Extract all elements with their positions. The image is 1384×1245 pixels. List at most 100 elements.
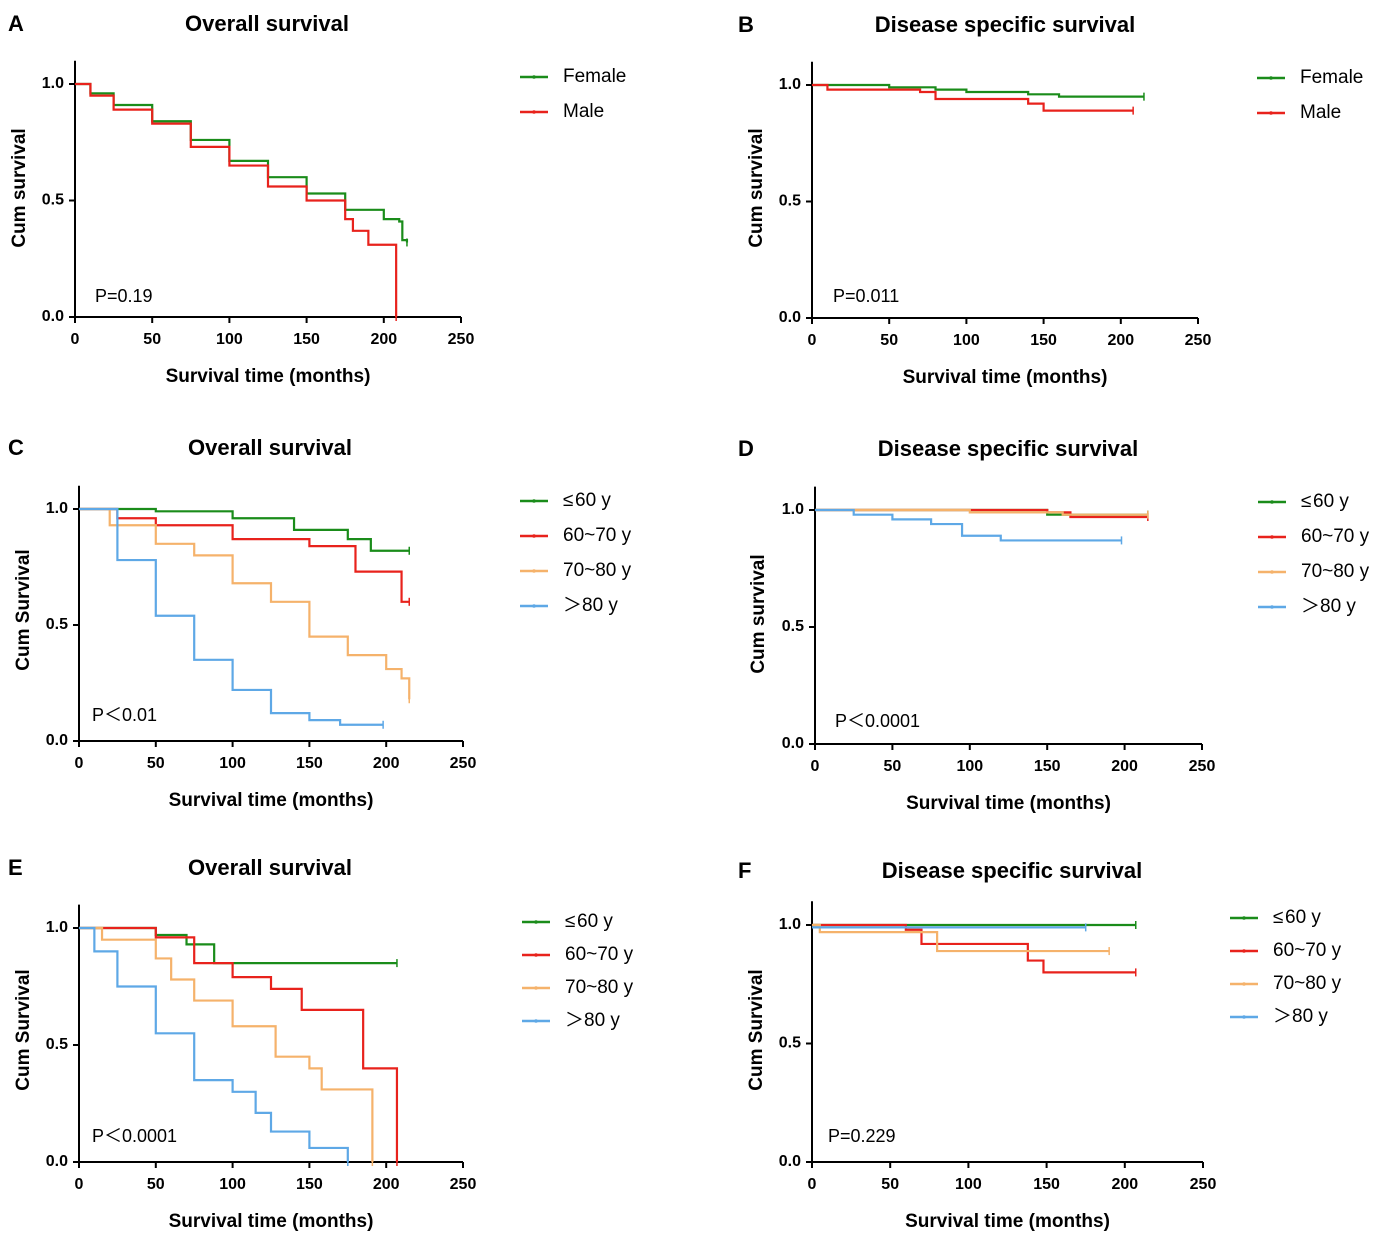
y-axis-label: Cum survival: [9, 128, 30, 247]
y-tick-label: 1.0: [42, 75, 64, 92]
x-tick-label: 50: [881, 1176, 899, 1193]
panel-c: C Overall survival 0 50 100 150 200 250 0.0 0.5 1.…: [8, 435, 632, 811]
x-tick-label: 200: [1107, 332, 1134, 349]
x-tick-label: 50: [880, 332, 898, 349]
legend-swatch-dot: [532, 75, 536, 79]
series-line-2: [79, 926, 374, 1162]
legend-swatch-dot: [532, 569, 536, 573]
x-tick-label: 250: [1185, 332, 1212, 349]
x-tick-label: 0: [808, 1176, 817, 1193]
legend-label: 70~80 y: [563, 560, 632, 581]
y-axis-label: Cum survival: [748, 554, 769, 673]
x-tick-label: 250: [450, 1176, 477, 1193]
legend-label: 70~80 y: [1301, 561, 1370, 582]
x-axis-label: Survival time (months): [169, 1211, 374, 1232]
legend-swatch-dot: [1242, 1015, 1246, 1019]
series-line-1: [812, 83, 1134, 112]
legend-swatch-dot: [534, 1019, 538, 1023]
x-tick-label: 150: [296, 1176, 323, 1193]
x-tick-label: 0: [808, 332, 817, 349]
series-line-3: [79, 926, 349, 1162]
y-tick-label: 0.0: [46, 1153, 68, 1170]
y-tick-label: 0.5: [42, 192, 64, 209]
legend-label: 60~70 y: [563, 525, 632, 546]
y-tick-label: 1.0: [779, 76, 801, 93]
y-tick-label: 0.0: [779, 309, 801, 326]
legend-swatch-dot: [534, 986, 538, 990]
series-line-0: [812, 83, 1144, 98]
series-line-1: [79, 926, 399, 1162]
panel-letter: A: [8, 11, 24, 36]
x-tick-label: 100: [219, 1176, 246, 1193]
legend-swatch-dot: [534, 953, 538, 957]
x-tick-label: 250: [1189, 758, 1216, 775]
p-value: P＜0.0001: [92, 1126, 177, 1146]
panel-letter: B: [738, 12, 754, 37]
x-tick-label: 150: [293, 331, 320, 348]
legend-label: ＞80 y: [1301, 596, 1356, 617]
legend-label: 70~80 y: [1273, 973, 1342, 994]
x-tick-label: 100: [955, 1176, 982, 1193]
x-tick-label: 0: [71, 331, 80, 348]
legend-label: ＞80 y: [563, 595, 618, 616]
y-tick-label: 0.5: [782, 618, 804, 635]
series-line-2: [79, 507, 411, 700]
y-tick-label: 0.5: [779, 193, 801, 210]
x-tick-label: 100: [956, 758, 983, 775]
panel-d: D Disease specific survival 0 50 100 150 200 25…: [738, 436, 1370, 814]
x-tick-label: 200: [370, 331, 397, 348]
y-axis-label: Cum Survival: [13, 549, 34, 670]
x-tick-label: 100: [216, 331, 243, 348]
x-tick-label: 150: [1034, 758, 1061, 775]
y-tick-label: 1.0: [782, 501, 804, 518]
legend-swatch-dot: [532, 499, 536, 503]
legend-swatch-dot: [1270, 535, 1274, 539]
legend-swatch-dot: [1269, 111, 1273, 115]
panel-title: Overall survival: [188, 435, 352, 460]
legend-label: ≤ 60 y: [563, 490, 611, 511]
legend-swatch-dot: [1242, 916, 1246, 920]
x-tick-label: 50: [143, 331, 161, 348]
legend-swatch-dot: [532, 534, 536, 538]
x-tick-label: 150: [296, 755, 323, 772]
x-tick-label: 0: [75, 755, 84, 772]
legend-label: 60~70 y: [1273, 940, 1342, 961]
p-value: P=0.19: [95, 286, 153, 306]
legend-swatch-dot: [1270, 605, 1274, 609]
x-tick-label: 50: [147, 1176, 165, 1193]
panel-letter: E: [8, 855, 23, 880]
y-tick-label: 1.0: [46, 500, 68, 517]
x-axis-label: Survival time (months): [169, 790, 374, 811]
legend-label: Male: [1300, 102, 1341, 123]
x-tick-label: 250: [1190, 1176, 1217, 1193]
p-value: P=0.011: [833, 286, 899, 306]
legend-swatch-dot: [534, 920, 538, 924]
x-tick-label: 0: [811, 758, 820, 775]
x-tick-label: 100: [953, 332, 980, 349]
x-axis-label: Survival time (months): [906, 793, 1111, 814]
panel-e: E Overall survival 0 50 100 150 200 250 0.0 0.5 1.…: [8, 855, 634, 1232]
y-tick-label: 0.5: [779, 1035, 801, 1052]
y-tick-label: 0.5: [46, 1036, 68, 1053]
y-tick-label: 0.5: [46, 616, 68, 633]
panel-title: Disease specific survival: [875, 12, 1136, 37]
x-tick-label: 250: [450, 755, 477, 772]
x-tick-label: 250: [448, 331, 475, 348]
series-line-2: [812, 923, 1110, 953]
legend-swatch-dot: [1270, 570, 1274, 574]
x-tick-label: 200: [373, 755, 400, 772]
x-tick-label: 150: [1030, 332, 1057, 349]
legend-label: ＞80 y: [565, 1010, 620, 1031]
legend-label: 60~70 y: [1301, 526, 1370, 547]
legend-label: ≤ 60 y: [1301, 491, 1349, 512]
series-line-3: [815, 508, 1122, 542]
series-line-0: [79, 507, 410, 552]
y-tick-label: 0.0: [779, 1153, 801, 1170]
x-tick-label: 50: [884, 758, 902, 775]
panel-title: Overall survival: [185, 11, 349, 36]
x-axis-label: Survival time (months): [903, 367, 1108, 388]
panel-title: Disease specific survival: [882, 858, 1143, 883]
legend-label: 70~80 y: [565, 977, 634, 998]
legend-label: ≤ 60 y: [565, 911, 613, 932]
